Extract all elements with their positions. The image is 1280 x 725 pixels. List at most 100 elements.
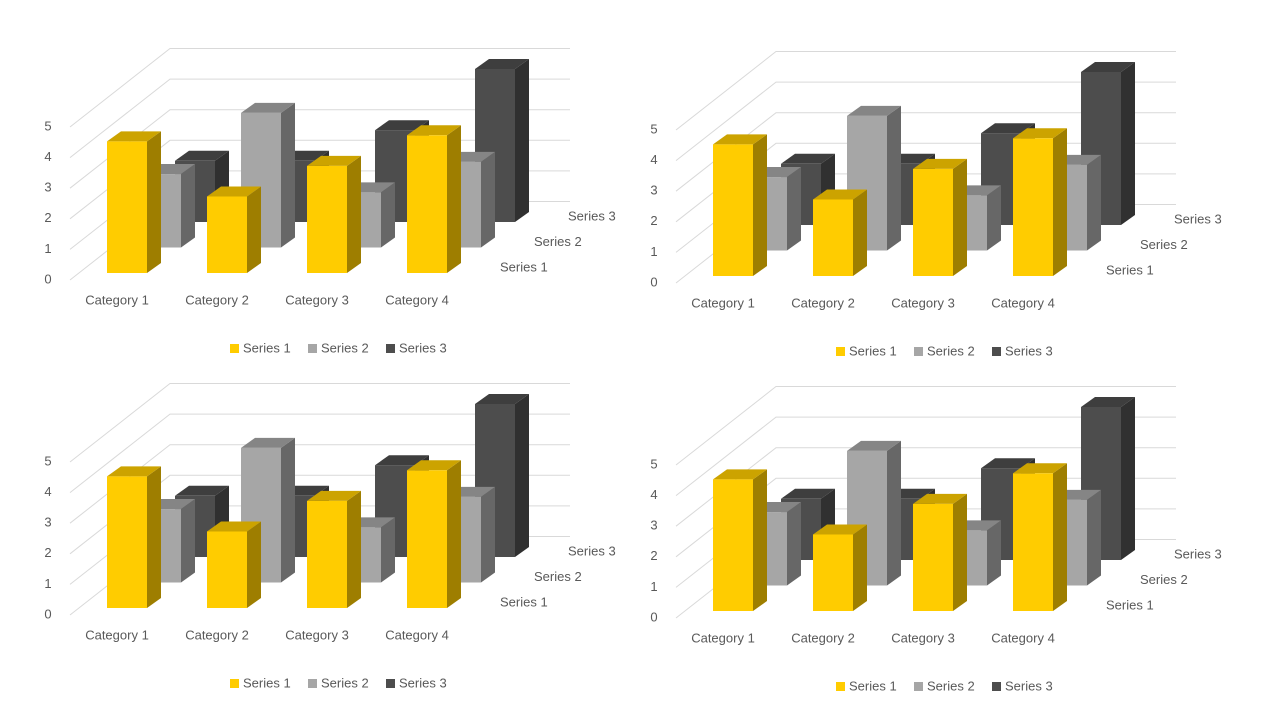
bar [913,493,967,611]
bar-top [1081,397,1135,407]
grid-line [69,383,570,463]
bar-top [475,59,529,69]
y-tick-label: 2 [44,210,51,225]
x-tick-label: Category 1 [85,292,149,307]
bar-side [381,517,395,583]
bar-front [713,479,753,611]
depth-label: Series 2 [1140,237,1188,252]
bar-side [753,134,767,276]
depth-label: Series 3 [568,543,616,558]
legend-item: Series 3 [992,678,1053,693]
bar-front [913,503,953,611]
y-tick-label: 4 [650,152,657,167]
chart: 0 1 2 3 4 5 Category 1 Category 2 Category 3 Cate… [650,51,1222,358]
bar-top [847,440,901,451]
depth-label: Series 3 [568,208,616,223]
depth-label: Series 3 [1174,546,1222,561]
legend-swatch [836,347,845,356]
bar-top [781,488,835,499]
bar-side [515,59,529,222]
bar-top [813,524,867,535]
bar-top [847,105,901,116]
legend-swatch [230,679,239,688]
y-tick-label: 3 [44,180,51,195]
bar-front [207,531,247,608]
y-tick-label: 4 [650,487,657,502]
grid-line [675,447,1176,527]
legend-swatch [992,682,1001,691]
bar-side [147,466,161,608]
legend-item: Series 3 [386,675,447,690]
y-tick-label: 5 [650,121,657,136]
bar-front [813,534,853,611]
y-tick-label: 5 [44,118,51,133]
bar-top [107,131,161,142]
bar-side [787,502,801,586]
legend-item: Series 1 [230,675,291,690]
y-tick-label: 5 [44,453,51,468]
bar-front [913,168,953,276]
legend-label: Series 3 [1005,678,1053,693]
legend-swatch [386,344,395,353]
legend-item: Series 1 [230,340,291,355]
bar-side [1087,154,1101,251]
bar-top [407,125,461,136]
grid-line [69,444,570,524]
legend-label: Series 1 [849,678,897,693]
x-tick-label: Category 2 [185,292,249,307]
depth-label: Series 1 [500,259,548,274]
bar-top [107,466,161,477]
grid-line [675,51,1176,131]
y-tick-label: 1 [44,241,51,256]
y-tick-label: 1 [650,579,657,594]
bar-front [1013,138,1053,276]
y-tick-label: 0 [650,274,657,289]
bar [207,186,261,273]
bar-top [813,189,867,200]
bar-top [1013,463,1067,474]
bar-side [481,151,495,248]
bar-top [407,460,461,471]
bar-side [887,105,901,251]
legend-swatch [914,347,923,356]
legend-swatch [836,682,845,691]
bar [107,131,161,273]
legend-swatch [230,344,239,353]
legend-swatch [386,679,395,688]
bar-side [181,164,195,248]
bar-top [1013,128,1067,139]
legend-label: Series 2 [321,675,369,690]
y-tick-label: 0 [44,606,51,621]
bar-side [481,486,495,583]
x-tick-label: Category 4 [385,627,449,642]
y-tick-label: 4 [44,149,51,164]
legend-item: Series 2 [308,340,369,355]
bar-side [147,131,161,273]
y-tick-label: 1 [650,244,657,259]
grid-line [675,81,1176,161]
bar-side [987,520,1001,586]
x-tick-label: Category 4 [385,292,449,307]
legend-swatch [914,682,923,691]
legend-label: Series 2 [927,678,975,693]
bar-top [981,123,1035,134]
bar-top [913,158,967,169]
bar-top [375,120,429,131]
x-tick-label: Category 3 [891,295,955,310]
bar-top [1081,62,1135,72]
depth-label: Series 1 [1106,597,1154,612]
grid-line [675,112,1176,192]
bar-side [853,189,867,276]
y-tick-label: 0 [650,609,657,624]
x-tick-label: Category 1 [85,627,149,642]
legend-label: Series 3 [1005,343,1053,358]
y-tick-label: 5 [650,456,657,471]
y-tick-label: 2 [650,213,657,228]
bar [813,524,867,611]
bar-top [475,394,529,404]
legend-label: Series 1 [243,340,291,355]
bar-side [447,460,461,608]
legend-item: Series 2 [308,675,369,690]
bar-top [781,153,835,164]
bar [813,189,867,276]
